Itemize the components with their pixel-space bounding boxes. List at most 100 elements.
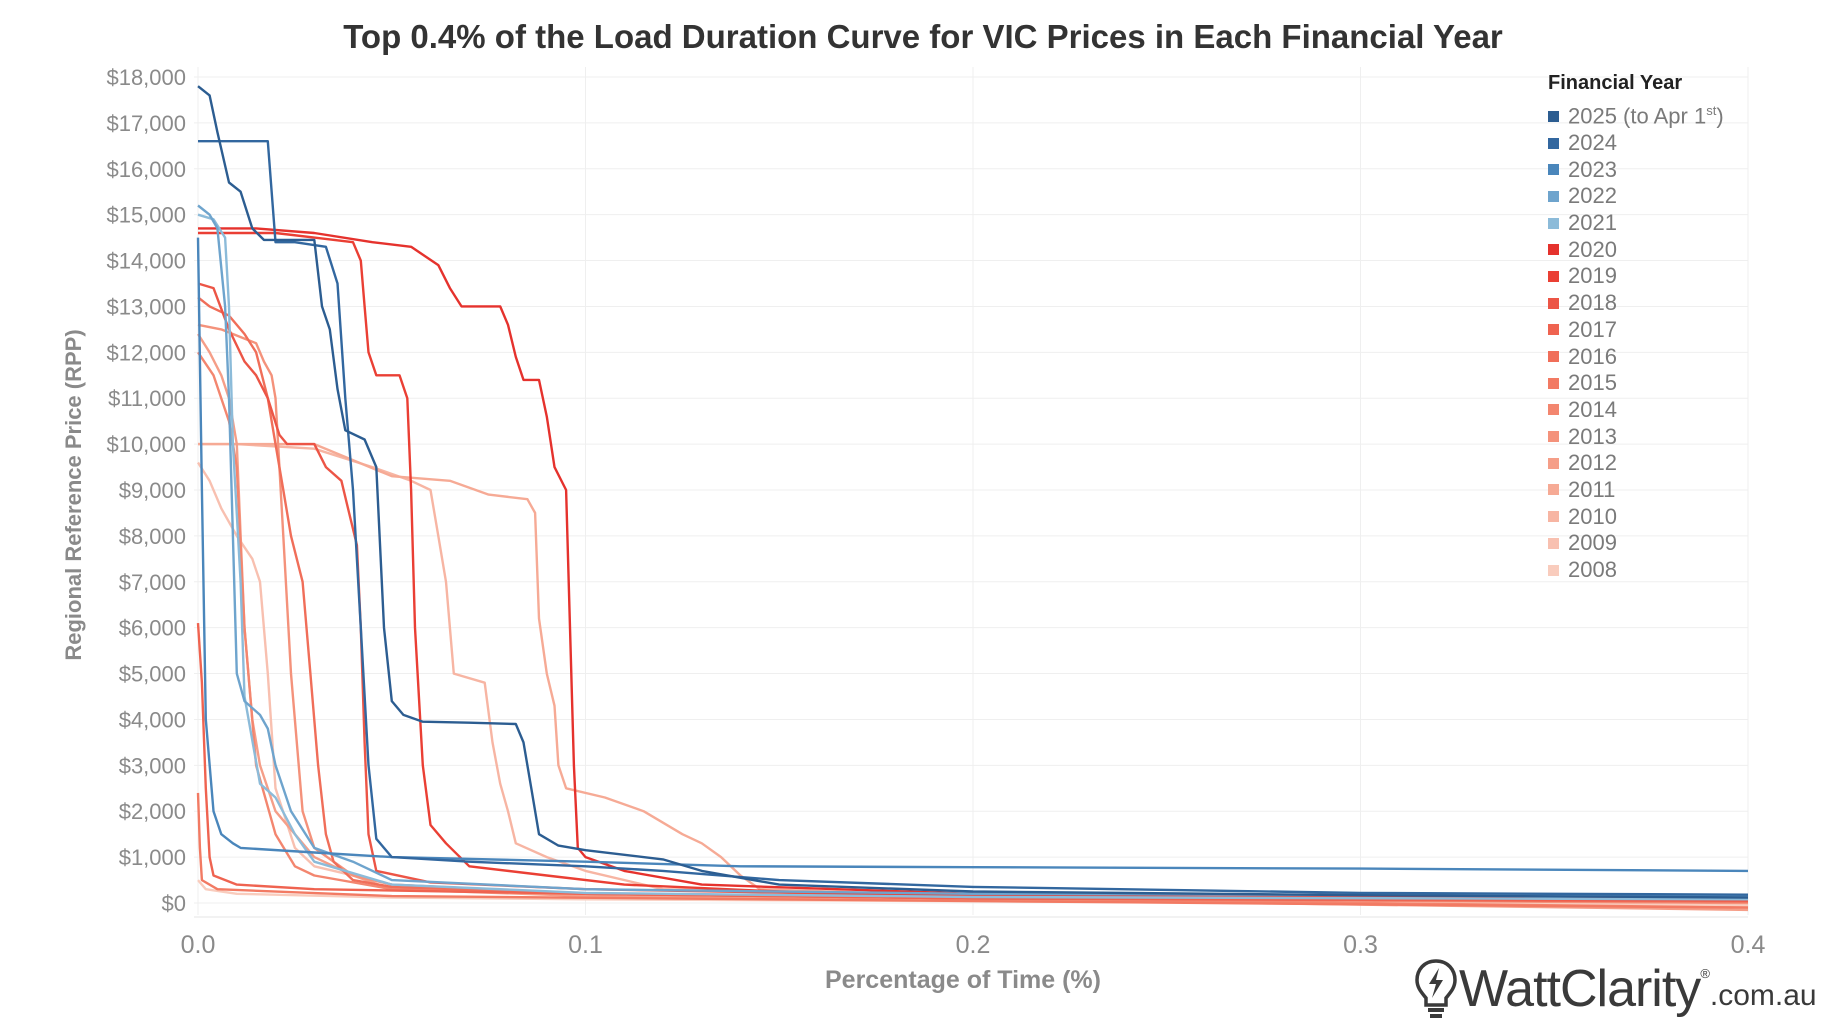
legend: Financial Year 2025 (to Apr 1st) 2024 2023… (1548, 72, 1724, 583)
y-tick-label: $9,000 (119, 478, 186, 503)
legend-label: 2024 (1568, 130, 1617, 156)
legend-swatch (1548, 164, 1559, 176)
x-tick-label: 0.1 (568, 931, 603, 959)
legend-label: 2011 (1568, 476, 1616, 502)
y-tick-label: $18,000 (106, 65, 186, 90)
legend-title: Financial Year (1548, 72, 1683, 94)
y-tick-label: $8,000 (119, 524, 186, 549)
series-lines (196, 85, 1749, 912)
legend-label: 2022 (1568, 183, 1617, 209)
y-axis-label: Regional Reference Price (RPP) (61, 329, 86, 660)
legend-item-2015[interactable]: 2015 (1548, 370, 1724, 397)
y-tick-label: $11,000 (108, 386, 186, 411)
legend-item-2013[interactable]: 2013 (1548, 423, 1724, 450)
y-tick-label: $1,000 (119, 845, 186, 870)
y-tick-label: $4,000 (119, 707, 186, 732)
legend-swatch (1548, 431, 1559, 443)
legend-swatch (1548, 377, 1559, 389)
logo-brand-text: WattClarity (1459, 960, 1701, 1018)
legend-swatch (1548, 511, 1559, 523)
grid-lines (194, 67, 1749, 918)
series-line-2015 (196, 792, 1749, 909)
series-line-2016 (197, 296, 1749, 903)
legend-item-2022[interactable]: 2022 (1548, 183, 1724, 210)
legend-label: 2021 (1568, 210, 1617, 236)
legend-swatch (1548, 217, 1559, 229)
legend-item-2021[interactable]: 2021 (1548, 210, 1724, 237)
y-tick-label: $16,000 (106, 157, 186, 182)
legend-label: 2019 (1568, 263, 1617, 289)
legend-label: 2013 (1568, 423, 1617, 449)
legend-label: 2012 (1568, 450, 1617, 476)
series-line-2020 (198, 227, 1749, 898)
series-line-2019 (198, 231, 1749, 900)
legend-label: 2020 (1568, 236, 1617, 262)
legend-swatch (1548, 110, 1559, 122)
legend-swatch (1548, 537, 1559, 549)
legend-swatch (1548, 297, 1559, 309)
y-tick-label: $14,000 (106, 249, 186, 274)
y-tick-label: $2,000 (119, 799, 186, 824)
series-line-2024 (198, 140, 1749, 896)
y-tick-label: $13,000 (106, 294, 186, 319)
y-tick-label: $6,000 (119, 616, 186, 641)
y-tick-label: $7,000 (119, 570, 186, 595)
series-line-2022 (197, 204, 1749, 898)
x-tick-label: 0.2 (956, 931, 991, 959)
legend-label: 2023 (1568, 156, 1617, 182)
series-line-2025 (197, 85, 1749, 899)
y-tick-label: $17,000 (106, 111, 186, 136)
y-tick-label: $15,000 (106, 203, 186, 228)
legend-item-2023[interactable]: 2023 (1548, 156, 1724, 183)
legend-item-2014[interactable]: 2014 (1548, 397, 1724, 424)
legend-swatch (1548, 137, 1559, 149)
series-line-2021 (197, 213, 1749, 901)
legend-label: 2008 (1568, 557, 1617, 583)
legend-label: 2016 (1568, 343, 1617, 369)
series-line-2023 (196, 237, 1749, 873)
legend-item-2017[interactable]: 2017 (1548, 317, 1724, 344)
y-tick-label: $5,000 (119, 662, 186, 687)
logo-registered-mark: ® (1700, 966, 1710, 981)
y-tick-label: $3,000 (119, 753, 186, 778)
y-tick-label: $10,000 (106, 432, 186, 457)
legend-swatch (1548, 244, 1559, 256)
legend-item-2018[interactable]: 2018 (1548, 290, 1724, 317)
y-tick-label: $12,000 (106, 340, 186, 365)
x-axis-ticks: 0.0 0.1 0.2 0.3 0.4 (181, 931, 1766, 959)
x-tick-label: 0.4 (1731, 931, 1766, 959)
legend-item-2024[interactable]: 2024 (1548, 130, 1724, 157)
x-tick-label: 0.0 (181, 931, 216, 959)
legend-items: 2025 (to Apr 1st) 2024 2023 2022 2021 2020 201… (1548, 103, 1724, 583)
legend-item-2019[interactable]: 2019 (1548, 263, 1724, 290)
legend-label: 2010 (1568, 503, 1617, 529)
wattclarity-logo: WattClarity ® .com.au (1413, 958, 1817, 1020)
x-axis-label: Percentage of Time (%) (825, 966, 1101, 994)
legend-label: 2018 (1568, 290, 1617, 316)
y-axis-ticks: $0 $1,000 $2,000 $3,000 $4,000 $5,000 $6,000 $7… (106, 65, 186, 916)
legend-swatch (1548, 457, 1559, 469)
legend-swatch (1548, 324, 1559, 336)
legend-swatch (1548, 351, 1559, 363)
legend-item-2008[interactable]: 2008 (1548, 557, 1724, 584)
logo-domain-suffix: .com.au (1709, 979, 1817, 1012)
legend-item-2011[interactable]: 2011 (1548, 477, 1724, 504)
legend-item-2010[interactable]: 2010 (1548, 503, 1724, 530)
legend-item-2020[interactable]: 2020 (1548, 236, 1724, 263)
series-line-2018 (197, 282, 1749, 902)
legend-label: 2017 (1568, 316, 1617, 342)
legend-item-2009[interactable]: 2009 (1548, 530, 1724, 557)
legend-item-2012[interactable]: 2012 (1548, 450, 1724, 477)
legend-label: 2015 (1568, 370, 1617, 396)
legend-swatch (1548, 404, 1559, 416)
legend-swatch (1548, 484, 1559, 496)
chart-title: Top 0.4% of the Load Duration Curve for … (343, 18, 1503, 55)
y-tick-label: $0 (162, 891, 186, 916)
legend-item-2025[interactable]: 2025 (to Apr 1st) (1548, 103, 1724, 130)
legend-swatch (1548, 190, 1559, 202)
x-tick-label: 0.3 (1343, 931, 1378, 959)
lightbulb-icon (1415, 959, 1457, 1018)
legend-swatch (1548, 270, 1559, 282)
legend-item-2016[interactable]: 2016 (1548, 343, 1724, 370)
